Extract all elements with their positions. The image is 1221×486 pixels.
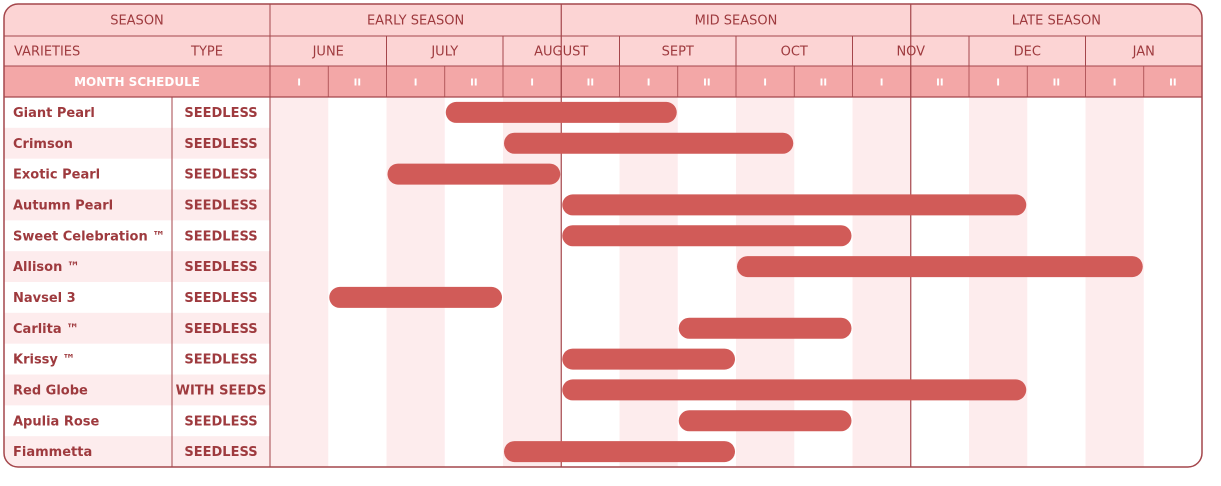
half-month-label: I xyxy=(530,78,534,89)
month-schedule-header: MONTH SCHEDULE xyxy=(74,75,200,89)
type-label: SEEDLESS xyxy=(184,291,257,306)
half-month-label: II xyxy=(936,78,943,89)
half-month-label: II xyxy=(354,78,361,89)
row-stripe xyxy=(4,251,270,282)
variety-label: Navsel 3 xyxy=(13,291,76,306)
variety-label: Fiammetta xyxy=(13,445,92,460)
variety-label: Carlita ™ xyxy=(13,322,79,337)
month-label: OCT xyxy=(781,45,808,60)
type-label: SEEDLESS xyxy=(184,414,257,429)
month-label: NOV xyxy=(896,45,925,60)
variety-label: Apulia Rose xyxy=(13,414,100,429)
column-stripe xyxy=(852,97,911,467)
half-month-label: I xyxy=(880,78,884,89)
half-month-label: I xyxy=(1113,78,1117,89)
harvest-bar xyxy=(329,286,502,308)
variety-label: Giant Pearl xyxy=(13,106,95,121)
harvest-bar xyxy=(678,317,852,339)
type-label: SEEDLESS xyxy=(184,229,257,244)
harvest-bar xyxy=(562,379,1027,401)
season-header: SEASON xyxy=(110,14,164,29)
half-month-label: II xyxy=(1169,78,1176,89)
type-label: SEEDLESS xyxy=(184,137,257,152)
half-month-label: II xyxy=(703,78,710,89)
half-month-label: I xyxy=(763,78,767,89)
half-month-label: II xyxy=(470,78,477,89)
variety-label: Autumn Pearl xyxy=(13,198,113,213)
type-label: SEEDLESS xyxy=(184,445,257,460)
harvest-bar xyxy=(678,410,852,432)
season-label: LATE SEASON xyxy=(1012,14,1101,29)
type-label: SEEDLESS xyxy=(184,198,257,213)
column-stripe xyxy=(270,97,329,467)
month-label: DEC xyxy=(1014,45,1041,60)
column-stripe xyxy=(736,97,795,467)
schedule-row-background xyxy=(4,66,1202,97)
column-stripe xyxy=(969,97,1028,467)
half-month-label: I xyxy=(414,78,418,89)
half-month-label: I xyxy=(647,78,651,89)
column-stripe xyxy=(386,97,445,467)
varieties-header: VARIETIES xyxy=(14,45,80,60)
type-label: SEEDLESS xyxy=(184,353,257,368)
month-label: SEPT xyxy=(662,45,694,60)
half-month-label: I xyxy=(996,78,1000,89)
half-month-label: I xyxy=(297,78,301,89)
variety-label: Krissy ™ xyxy=(13,353,75,368)
variety-label: Allison ™ xyxy=(13,260,80,275)
harvest-bar xyxy=(504,132,794,154)
header-background xyxy=(4,4,1202,66)
month-label: AUGUST xyxy=(534,45,588,60)
row-stripe xyxy=(4,436,270,467)
harvest-bar xyxy=(504,441,735,463)
type-label: SEEDLESS xyxy=(184,168,257,183)
row-stripe xyxy=(4,312,270,344)
variety-label: Red Globe xyxy=(13,383,88,398)
type-header: TYPE xyxy=(190,45,223,60)
season-label: EARLY SEASON xyxy=(367,14,464,29)
type-label: SEEDLESS xyxy=(184,260,257,275)
row-stripe xyxy=(4,127,270,159)
row-stripe xyxy=(4,374,270,406)
harvest-bar xyxy=(562,348,735,370)
variety-label: Crimson xyxy=(13,137,73,152)
month-label: JAN xyxy=(1132,45,1155,60)
row-stripe xyxy=(4,189,270,221)
month-label: JUNE xyxy=(312,45,344,60)
type-label: SEEDLESS xyxy=(184,322,257,337)
harvest-bar xyxy=(562,225,852,247)
month-label: JULY xyxy=(430,45,458,60)
variety-label: Sweet Celebration ™ xyxy=(13,229,165,244)
chart-frame xyxy=(3,3,1203,468)
half-month-label: II xyxy=(820,78,827,89)
harvest-bar xyxy=(737,256,1143,278)
harvest-bar xyxy=(445,101,677,123)
harvest-bar xyxy=(387,163,561,185)
column-stripe xyxy=(1085,97,1144,467)
column-stripe xyxy=(619,97,678,467)
variety-label: Exotic Pearl xyxy=(13,168,100,183)
type-label: WITH SEEDS xyxy=(176,383,267,398)
type-label: SEEDLESS xyxy=(184,106,257,121)
harvest-bar xyxy=(562,194,1027,216)
half-month-label: II xyxy=(587,78,594,89)
column-stripe xyxy=(503,97,562,467)
half-month-label: II xyxy=(1053,78,1060,89)
season-label: MID SEASON xyxy=(695,14,778,29)
